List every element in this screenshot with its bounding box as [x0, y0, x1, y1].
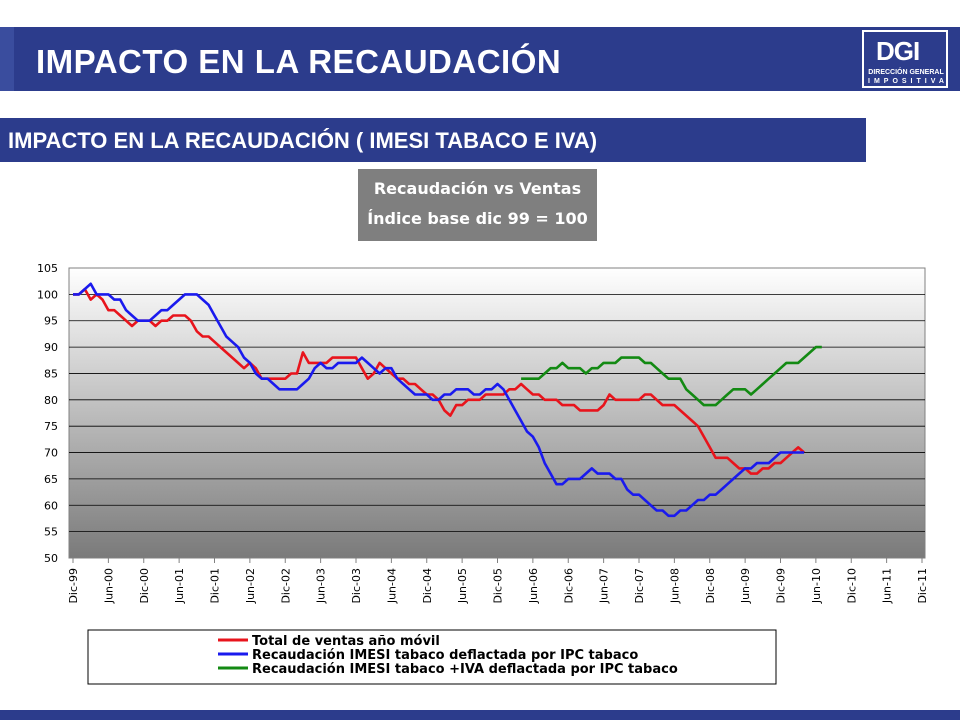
logo-line2: IMPOSITIVA [868, 78, 948, 85]
plot-area [68, 267, 926, 559]
section-subtitle: IMPACTO EN LA RECAUDACIÓN ( IMESI TABACO… [8, 128, 598, 153]
x-tick-label: Jun-07 [598, 568, 611, 604]
x-tick-label: Dic-03 [350, 568, 363, 604]
y-tick-label: 55 [44, 526, 58, 539]
x-tick-label: Jun-06 [527, 568, 540, 604]
x-tick-label: Dic-11 [916, 568, 929, 604]
x-tick-label: Dic-99 [67, 568, 80, 604]
chart-title-box: Recaudación vs Ventas Índice base dic 99… [358, 169, 597, 241]
logo-line1: DIRECCIÓN GENERAL [868, 69, 944, 76]
x-tick-label: Dic-07 [633, 568, 646, 604]
x-tick-label: Jun-05 [456, 568, 469, 604]
y-tick-label: 65 [44, 473, 58, 486]
x-tick-label: Jun-03 [315, 568, 328, 604]
x-tick-label: Dic-01 [209, 568, 222, 604]
x-tick-label: Jun-00 [102, 568, 115, 604]
logo-mark: DGI [876, 36, 920, 66]
chart-title-line1: Recaudación vs Ventas [373, 179, 582, 198]
legend-label-2: Recaudación IMESI tabaco deflactada por … [252, 648, 638, 663]
x-tick-label: Dic-05 [492, 568, 505, 604]
x-tick-label: Jun-04 [385, 568, 398, 604]
x-tick-label: Dic-09 [775, 568, 788, 604]
page-title: IMPACTO EN LA RECAUDACIÓN [36, 43, 562, 80]
series-line-3 [521, 345, 822, 407]
y-tick-label: 75 [44, 420, 58, 433]
dgi-logo: DGI DIRECCIÓN GENERAL IMPOSITIVA [862, 30, 948, 88]
x-tick-label: Dic-06 [562, 568, 575, 604]
y-tick-label: 95 [44, 315, 58, 328]
x-tick-label: Dic-00 [138, 568, 151, 604]
chart-title-line2: Índice base dic 99 = 100 [367, 209, 588, 228]
legend-box [87, 629, 777, 685]
header-band [0, 27, 960, 91]
x-tick-label: Jun-01 [173, 568, 186, 604]
x-tick-label: Jun-08 [668, 568, 681, 604]
header-accent [0, 27, 14, 91]
legend-label-1: Total de ventas año móvil [252, 634, 440, 649]
x-tick-label: Jun-10 [810, 568, 823, 604]
y-tick-label: 80 [44, 394, 58, 407]
x-tick-label: Dic-08 [704, 568, 717, 604]
y-tick-label: 60 [44, 499, 58, 512]
x-tick-label: Dic-04 [421, 568, 434, 604]
x-tick-label: Jun-02 [244, 568, 257, 604]
x-tick-label: Dic-02 [279, 568, 292, 604]
y-tick-label: 100 [37, 288, 58, 301]
subtitle-band [0, 118, 866, 162]
x-tick-label: Jun-09 [739, 568, 752, 604]
y-tick-label: 50 [44, 552, 58, 565]
x-tick-label: Dic-10 [845, 568, 858, 604]
x-tick-label: Jun-11 [881, 568, 894, 604]
series-line-2 [73, 282, 805, 518]
y-tick-label: 85 [44, 367, 58, 380]
y-tick-label: 70 [44, 447, 58, 460]
footer-band [0, 710, 960, 720]
legend-label-3: Recaudación IMESI tabaco +IVA deflactada… [252, 662, 678, 677]
y-tick-label: 90 [44, 341, 58, 354]
y-tick-label: 105 [37, 262, 58, 275]
